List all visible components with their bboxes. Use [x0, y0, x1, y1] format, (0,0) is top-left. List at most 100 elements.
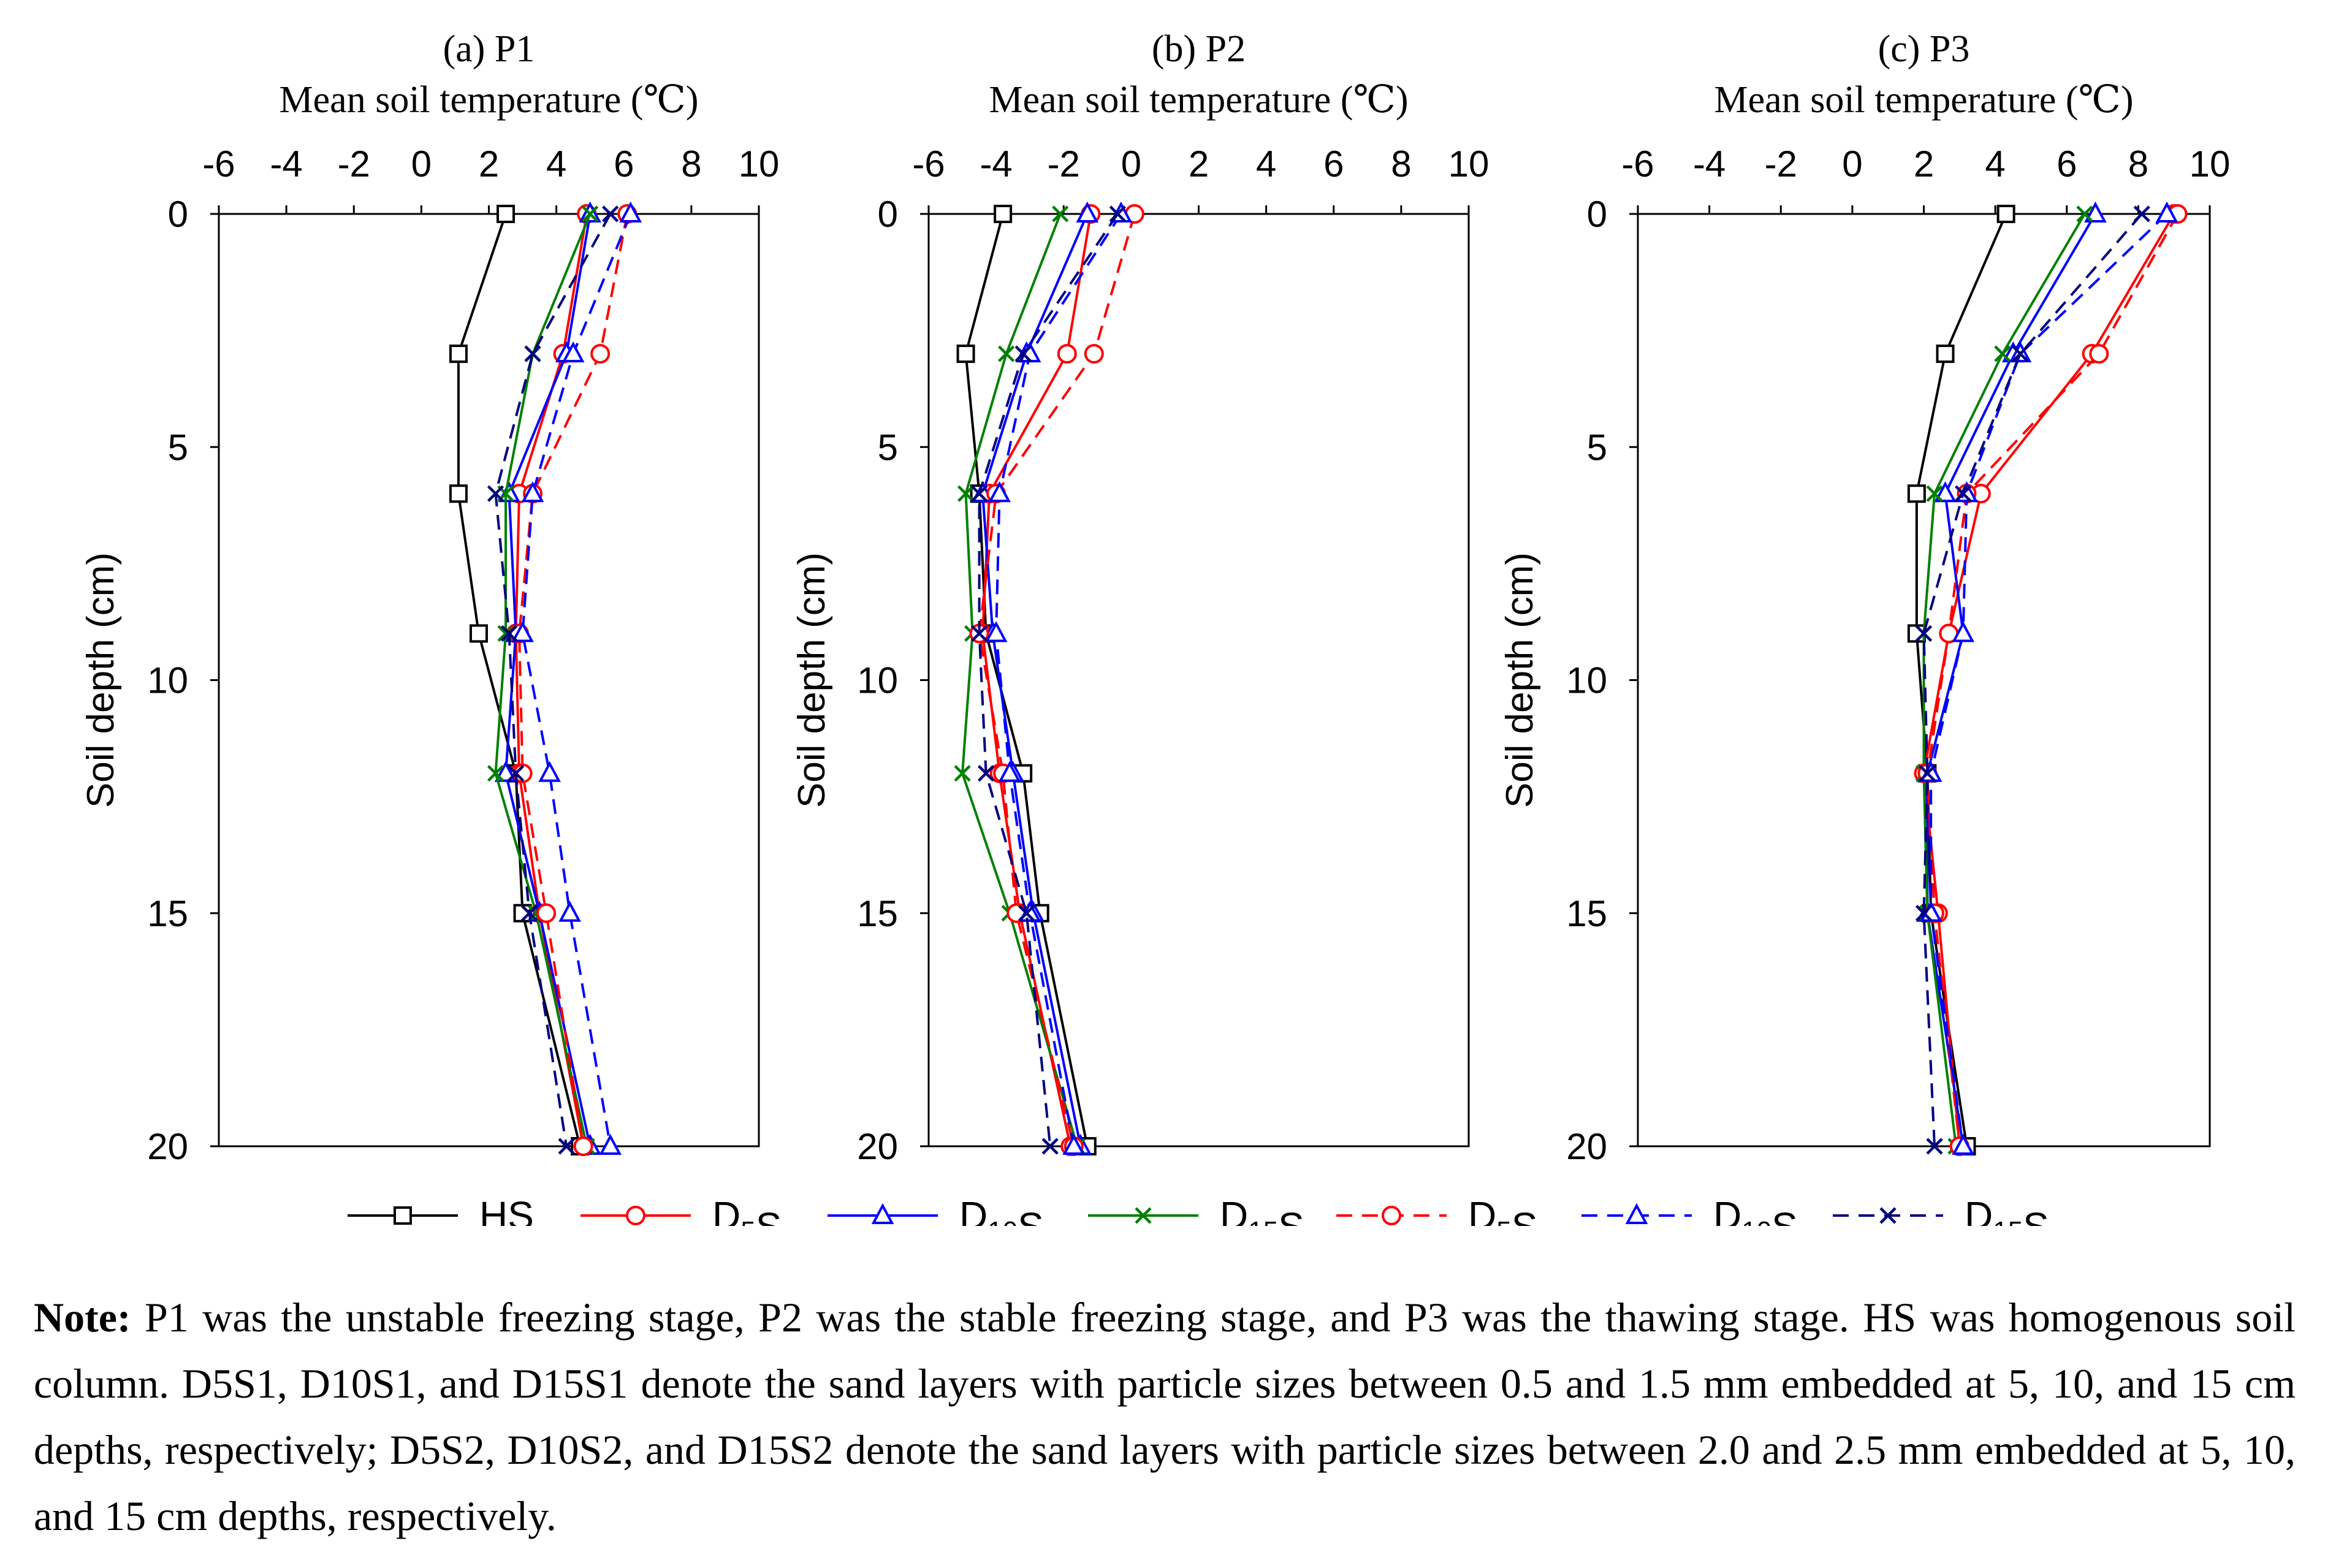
x-tick-label: 10 — [1448, 143, 1490, 185]
data-point-D10S1 — [2084, 201, 2107, 223]
y-tick-label: 15 — [857, 893, 898, 934]
data-point-D15S2 — [507, 765, 525, 782]
data-point-D15S1-b — [487, 765, 504, 782]
legend-label: D5S2 — [1468, 1193, 1553, 1226]
legend-item-D5S1: D5S1 — [580, 1193, 797, 1226]
data-point-HS — [956, 344, 975, 363]
data-point-D15S1-b — [957, 485, 975, 502]
data-point-D15S2-b — [520, 905, 538, 922]
data-point-D15S1 — [954, 765, 971, 782]
x-tick-label: 0 — [1842, 143, 1862, 185]
data-point-D15S2 — [1915, 905, 1933, 922]
legend-text: S — [1512, 1205, 1538, 1226]
data-point-D15S1-b — [954, 765, 971, 782]
y-tick-label: 5 — [1587, 427, 1607, 468]
data-point-D15S2-b — [978, 765, 995, 782]
data-point-D15S2-b — [558, 1138, 575, 1155]
legend-marker — [1382, 1206, 1401, 1225]
data-point-D15S2 — [1109, 205, 1126, 223]
data-point-D10S1 — [1076, 201, 1099, 223]
legend-text: S — [2023, 1205, 2049, 1226]
figure: (a) P1 Mean soil temperature (℃) -6 -4 -2 0 2 4… — [80, 28, 2230, 1226]
data-point-D15S2 — [558, 1138, 575, 1155]
data-point-D15S2-b — [971, 485, 988, 502]
data-point-D5S2 — [2089, 344, 2109, 364]
legend-label: HS — [479, 1193, 534, 1226]
x-tick-label: 4 — [1256, 143, 1276, 185]
series-line-HS — [1915, 213, 2007, 1147]
y-axis-label: Soil depth (cm) — [1499, 552, 1541, 808]
data-point-D15S2 — [1955, 485, 1972, 502]
data-point-D15S2 — [602, 205, 619, 223]
y-tick-label: 5 — [878, 427, 898, 468]
x-tick-label: 6 — [2057, 143, 2077, 185]
series-D15S2 — [487, 205, 619, 1155]
data-point-D10S2 — [998, 761, 1021, 782]
data-point-D10S2 — [2155, 201, 2178, 223]
legend-subscript: 15 — [1993, 1216, 2023, 1226]
x-tick-label: 2 — [479, 143, 499, 185]
data-point-D15S1-b — [998, 345, 1015, 362]
data-point-D15S2 — [520, 905, 538, 922]
data-point-D15S2-b — [2133, 205, 2150, 223]
legend-item-D10S2: D10S2 — [1581, 1193, 1813, 1226]
data-point-D5S1 — [1057, 344, 1077, 364]
legend-marker-b — [1879, 1207, 1897, 1224]
x-tick-label: 0 — [1121, 143, 1141, 185]
data-point-D15S2 — [971, 485, 988, 502]
legend-subscript: 10 — [1741, 1216, 1771, 1226]
data-point-D15S1-b — [1926, 485, 1943, 502]
x-tick-label: -4 — [270, 143, 302, 185]
y-tick-label: 10 — [1566, 660, 1607, 701]
x-tick-label: 6 — [614, 143, 634, 185]
x-tick-label: -6 — [202, 143, 235, 185]
data-point-D15S1 — [957, 485, 975, 502]
data-point-D15S2-b — [524, 345, 541, 362]
series-D5S2 — [969, 204, 1144, 1156]
series-D15S2 — [1915, 205, 2150, 1155]
y-tick-label: 0 — [878, 194, 898, 235]
x-axis-label: Mean soil temperature (℃) — [280, 79, 699, 121]
series-D15S2 — [971, 205, 1126, 1155]
legend-subscript: 15 — [1248, 1216, 1278, 1226]
x-tick-label: 6 — [1323, 143, 1344, 185]
legend-marker — [1135, 1207, 1152, 1224]
x-tick-label: -2 — [1048, 143, 1080, 185]
legend-text: D — [1713, 1193, 1741, 1226]
data-point-D10S2 — [1062, 1133, 1086, 1155]
data-point-HS — [449, 484, 468, 503]
series-D10S2 — [511, 201, 642, 1155]
x-tick-label: -6 — [912, 143, 945, 185]
legend-text: D — [1220, 1193, 1248, 1226]
data-point-HS — [1907, 484, 1926, 503]
data-point-D15S1-b — [582, 205, 599, 223]
data-point-HS — [449, 344, 468, 363]
data-point-D15S2-b — [1919, 765, 1936, 782]
y-axis-label: Soil depth (cm) — [791, 552, 833, 808]
series-D5S1 — [506, 204, 597, 1156]
data-point-D5S2 — [1084, 344, 1104, 364]
legend-label: D10S2 — [1713, 1193, 1813, 1226]
series-D10S2 — [1919, 201, 2178, 1155]
panel-title: (a) P1 — [443, 28, 535, 70]
series-line-D5S2 — [1926, 213, 2179, 1147]
panel-3: (c) P3 Mean soil temperature (℃) -6 -4 -2 0 2 4… — [1499, 28, 2230, 1167]
data-point-D15S2 — [487, 485, 504, 502]
x-tick-label: -4 — [1693, 143, 1726, 185]
x-tick-label: -2 — [338, 143, 370, 185]
note-text: P1 was the unstable freezing stage, P2 w… — [34, 1294, 2296, 1539]
data-point-D15S2 — [2012, 345, 2029, 362]
data-point-D15S1-b — [497, 625, 514, 642]
legend-label: D5S1 — [712, 1193, 797, 1226]
x-tick-label: -2 — [1765, 143, 1797, 185]
legend-label: D10S1 — [959, 1193, 1059, 1226]
data-point-D15S2-b — [1955, 485, 1972, 502]
data-point-D10S2 — [538, 761, 561, 782]
x-tick-label: 10 — [2190, 143, 2231, 185]
data-point-D15S1 — [487, 765, 504, 782]
data-point-D15S2-b — [2012, 345, 2029, 362]
data-point-HS — [994, 205, 1013, 223]
legend-marker — [626, 1206, 645, 1225]
x-tick-label: -4 — [980, 143, 1012, 185]
data-point-D15S1 — [1052, 205, 1069, 223]
